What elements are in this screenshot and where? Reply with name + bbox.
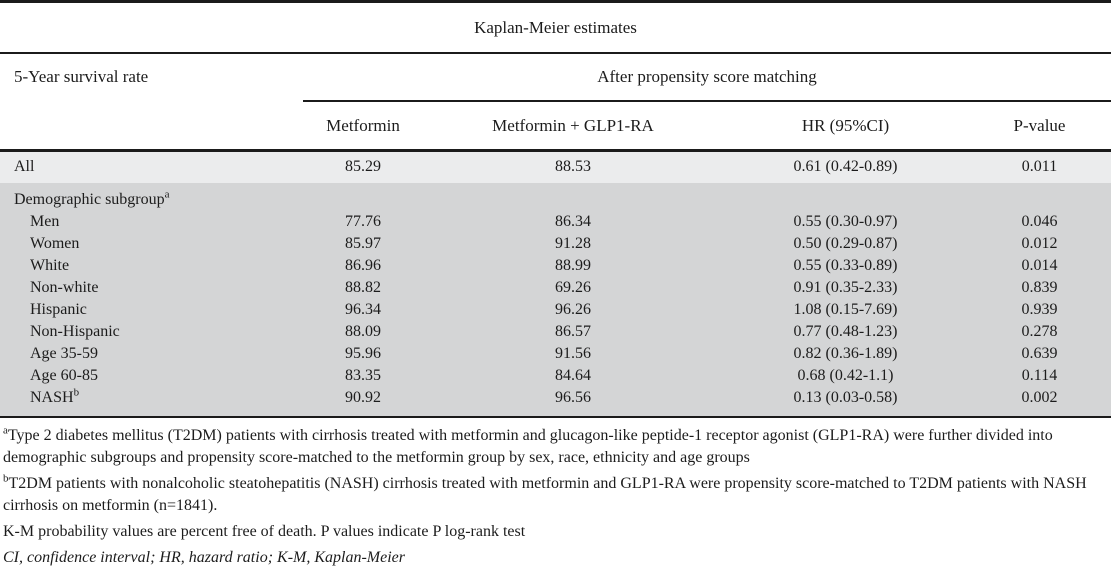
- column-header-metformin: Metformin: [326, 115, 400, 135]
- cell-hr: 1.08 (0.15-7.69): [793, 300, 898, 318]
- footnote-marker-b: b: [73, 386, 80, 399]
- table-title: Kaplan-Meier estimates: [474, 17, 637, 37]
- cell-pvalue: 0.011: [1021, 158, 1058, 175]
- top-rule: [0, 0, 1111, 3]
- row-label: Hispanic: [30, 300, 87, 318]
- cell-metformin: 95.96: [345, 344, 381, 362]
- cell-combo: 96.26: [555, 300, 591, 318]
- span-header-underline: [303, 100, 1111, 102]
- table-row: Non-white 88.82 69.26 0.91 (0.35-2.33) 0…: [0, 277, 1111, 299]
- footnote-b-marker: b: [3, 472, 9, 485]
- table-row: Age 60-85 83.35 84.64 0.68 (0.42-1.1) 0.…: [0, 365, 1111, 387]
- header-body-rule: [0, 149, 1111, 152]
- footnotes: aType 2 diabetes mellitus (T2DM) patient…: [0, 418, 1111, 569]
- table-row: White 86.96 88.99 0.55 (0.33-0.89) 0.014: [0, 255, 1111, 277]
- cell-combo: 88.99: [555, 256, 591, 274]
- footnote-b-text: T2DM patients with nonalcoholic steatohe…: [3, 475, 1087, 514]
- cell-combo: 91.28: [555, 234, 591, 252]
- cell-metformin: 83.35: [345, 366, 381, 384]
- row-label: Age 60-85: [30, 366, 98, 384]
- footnote-a: aType 2 diabetes mellitus (T2DM) patient…: [3, 425, 1101, 469]
- subgroup-header-row: Demographic subgroupa: [0, 183, 1111, 211]
- cell-pvalue: 0.014: [1021, 256, 1058, 274]
- table-row: Hispanic 96.34 96.26 1.08 (0.15-7.69) 0.…: [0, 299, 1111, 321]
- body-footnote-rule: [0, 415, 1111, 418]
- cell-pvalue: 0.114: [1021, 366, 1058, 384]
- table-row: Age 35-59 95.96 91.56 0.82 (0.36-1.89) 0…: [0, 343, 1111, 365]
- cell-combo: 86.57: [555, 322, 591, 340]
- row-label: Age 35-59: [30, 344, 98, 362]
- cell-pvalue: 0.046: [1021, 212, 1058, 230]
- row-label: White: [30, 256, 70, 274]
- cell-metformin: 96.34: [345, 300, 381, 318]
- column-header-hr: HR (95%CI): [801, 115, 890, 135]
- cell-combo: 86.34: [555, 212, 591, 230]
- title-divider-rule: [0, 52, 1111, 54]
- row-label: All: [14, 158, 35, 175]
- cell-metformin: 88.09: [345, 322, 381, 340]
- cell-hr: 0.61 (0.42-0.89): [793, 158, 898, 175]
- row-label: Men: [30, 212, 60, 230]
- column-header-pvalue: P-value: [1013, 115, 1066, 135]
- cell-metformin: 85.97: [345, 234, 381, 252]
- column-header-combo: Metformin + GLP1-RA: [492, 115, 654, 135]
- cell-hr: 0.68 (0.42-1.1): [797, 366, 894, 384]
- cell-pvalue: 0.939: [1021, 300, 1058, 318]
- cell-combo: 69.26: [555, 278, 591, 296]
- header-row-1: 5-Year survival rate After propensity sc…: [0, 54, 1111, 100]
- cell-hr: 0.55 (0.30-0.97): [793, 212, 898, 230]
- table-row: Non-Hispanic 88.09 86.57 0.77 (0.48-1.23…: [0, 321, 1111, 343]
- cell-combo: 84.64: [555, 366, 591, 384]
- cell-combo: 96.56: [555, 388, 591, 406]
- subgroup-header-label: Demographic subgroupa: [14, 188, 170, 208]
- cell-hr: 0.50 (0.29-0.87): [793, 234, 898, 252]
- row-label: NASHb: [30, 386, 80, 406]
- span-header-label: After propensity score matching: [597, 67, 817, 86]
- cell-metformin: 77.76: [345, 212, 381, 230]
- cell-hr: 0.77 (0.48-1.23): [793, 322, 898, 340]
- footnote-km-note: K-M probability values are percent free …: [3, 523, 526, 540]
- footnote-a-text: Type 2 diabetes mellitus (T2DM) patients…: [3, 427, 1053, 466]
- row-label: Non-Hispanic: [30, 322, 120, 340]
- table-row-all: All 85.29 88.53 0.61 (0.42-0.89) 0.011: [0, 151, 1111, 183]
- cell-metformin: 90.92: [345, 388, 381, 406]
- cell-pvalue: 0.002: [1021, 388, 1058, 406]
- cell-metformin: 85.29: [345, 158, 381, 175]
- cell-metformin: 88.82: [345, 278, 381, 296]
- table-row: Men 77.76 86.34 0.55 (0.30-0.97) 0.046: [0, 211, 1111, 233]
- row-label: Non-white: [30, 278, 99, 296]
- cell-combo: 91.56: [555, 344, 591, 362]
- footnote-marker-a: a: [164, 188, 170, 201]
- footnote-a-marker: a: [3, 424, 8, 437]
- cell-hr: 0.13 (0.03-0.58): [793, 388, 898, 406]
- cell-pvalue: 0.012: [1021, 234, 1058, 252]
- cell-hr: 0.91 (0.35-2.33): [793, 278, 898, 296]
- cell-hr: 0.82 (0.36-1.89): [793, 344, 898, 362]
- cell-combo: 88.53: [555, 158, 591, 175]
- cell-pvalue: 0.839: [1021, 278, 1058, 296]
- cell-pvalue: 0.639: [1021, 344, 1058, 362]
- cell-hr: 0.55 (0.33-0.89): [793, 256, 898, 274]
- row-label: Women: [30, 234, 80, 252]
- table-row: NASHb 90.92 96.56 0.13 (0.03-0.58) 0.002: [0, 387, 1111, 409]
- cell-metformin: 86.96: [345, 256, 381, 274]
- column-header-row: Metformin Metformin + GLP1-RA HR (95%CI)…: [0, 102, 1111, 149]
- footnote-b: bT2DM patients with nonalcoholic steatoh…: [3, 473, 1101, 517]
- subgroup-band: Demographic subgroupa Men 77.76 86.34 0.…: [0, 182, 1111, 416]
- table-row: Women 85.97 91.28 0.50 (0.29-0.87) 0.012: [0, 233, 1111, 255]
- row-header-label: 5-Year survival rate: [14, 67, 149, 86]
- cell-pvalue: 0.278: [1021, 322, 1058, 340]
- footnote-abbreviations: CI, confidence interval; HR, hazard rati…: [3, 549, 405, 566]
